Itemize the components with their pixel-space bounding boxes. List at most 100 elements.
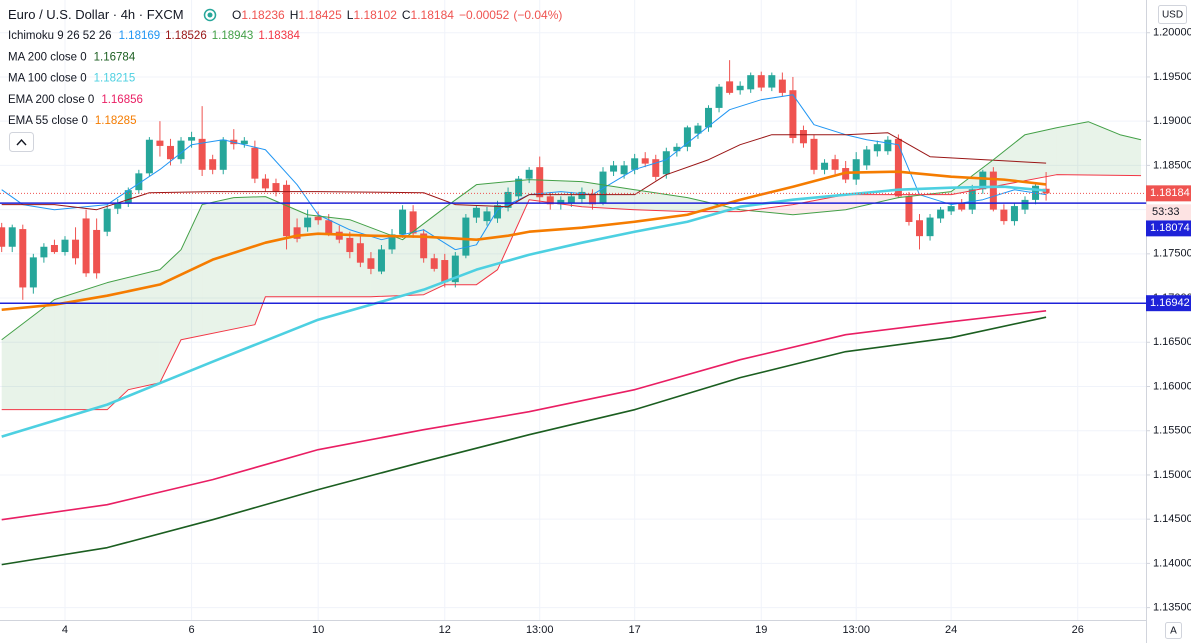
- market-status-icon: [203, 8, 217, 22]
- candle-body: [525, 169, 533, 179]
- cloud-fill: [1024, 127, 1057, 181]
- candle-body: [377, 249, 385, 272]
- indicator-legend: MA 200 close 0 1.16784: [8, 51, 136, 63]
- indicator-value: 1.18384: [258, 30, 300, 42]
- candle-body: [567, 196, 575, 203]
- candle-body: [261, 178, 269, 189]
- candle-body: [504, 191, 512, 208]
- horizontal-lines: [0, 192, 1146, 304]
- ohlc-value: 1.18184: [411, 8, 455, 22]
- candle-body: [367, 258, 375, 269]
- candle-body: [19, 229, 27, 288]
- candle-body: [356, 243, 364, 263]
- indicator-value: 1.18215: [94, 73, 136, 85]
- candle-body: [757, 75, 765, 88]
- candle-body: [937, 209, 945, 219]
- axes: 4 6 10 12 13:00 17 19 13:00 24 26 1.13500 1.14000 1.…: [62, 27, 1191, 636]
- candle-body: [515, 178, 523, 197]
- candle-body: [673, 146, 681, 152]
- candle-body: [810, 138, 818, 170]
- candle-body: [768, 75, 776, 88]
- x-tick-label: 17: [629, 624, 641, 636]
- candle-body: [631, 158, 639, 170]
- candle-body: [219, 139, 227, 170]
- time-axis-bg: [0, 620, 1146, 643]
- x-tick-label: 19: [755, 624, 767, 636]
- ohlc-readout: O1.18236 H1.18425 L1.18102 C1.18184 −0.00052…: [232, 8, 562, 22]
- indicator-lines: [1, 94, 1142, 566]
- candle-body: [599, 171, 607, 203]
- candle-body: [778, 79, 786, 93]
- collapse-legend-button[interactable]: [9, 132, 34, 152]
- ohlc-key: H: [290, 8, 299, 22]
- candle-body: [926, 217, 934, 237]
- cloud-fill: [107, 277, 129, 410]
- candle-body: [494, 205, 502, 219]
- candle-body: [662, 151, 670, 175]
- indicator-line: [1, 132, 1047, 211]
- candle-body: [304, 217, 312, 228]
- candle-body: [620, 165, 628, 175]
- candle-body: [821, 162, 829, 170]
- indicator-legend: EMA 55 close 0 1.18285: [8, 115, 136, 127]
- cloud-fill: [128, 269, 160, 390]
- currency-label: USD: [1162, 10, 1183, 21]
- candle-body: [0, 227, 6, 247]
- scale-mode-button[interactable]: [1165, 622, 1182, 639]
- indicator-line: [1, 94, 1047, 251]
- ohlc-value: 1.18425: [298, 8, 342, 22]
- candle-body: [799, 130, 807, 144]
- horizontal-line-label: 1.18074: [1150, 222, 1190, 234]
- cloud-fill: [740, 204, 793, 215]
- candle-body: [72, 239, 80, 259]
- ohlc-key: O: [232, 8, 241, 22]
- candle-body: [536, 167, 544, 198]
- candle-body: [747, 75, 755, 90]
- candle-body: [958, 202, 966, 210]
- candle-body: [314, 216, 322, 221]
- candle-body: [715, 86, 723, 108]
- countdown-bg: [1146, 204, 1191, 221]
- y-tick-label: 1.19500: [1153, 71, 1191, 83]
- candle-body: [947, 206, 955, 212]
- candle-body: [789, 90, 797, 138]
- candle-body: [177, 140, 185, 160]
- candle-body: [1010, 206, 1018, 222]
- candle-body: [61, 239, 69, 253]
- candle-body: [135, 173, 143, 191]
- cloud-fill: [1119, 134, 1142, 176]
- candle-body: [968, 189, 976, 210]
- candle-body: [694, 125, 702, 134]
- y-tick-label: 1.17500: [1153, 248, 1191, 260]
- y-tick-label: 1.13500: [1153, 602, 1191, 614]
- indicator-value: 1.18285: [95, 115, 137, 127]
- y-tick-label: 1.16000: [1153, 380, 1191, 392]
- indicator-line: [1, 121, 1142, 341]
- indicator-value: 1.16856: [101, 94, 143, 106]
- candle-body: [873, 144, 881, 152]
- candle-body: [209, 159, 217, 170]
- candle-body: [8, 227, 16, 247]
- candle-body: [40, 246, 48, 258]
- price-axis-bg: [1146, 0, 1191, 643]
- candle-body: [240, 140, 248, 145]
- horizontal-line-label: 1.16942: [1150, 297, 1190, 309]
- candle-body: [1021, 199, 1029, 210]
- currency-button[interactable]: [1158, 5, 1187, 24]
- candle-body: [388, 234, 396, 250]
- indicator-legend: EMA 200 close 0 1.16856: [8, 94, 143, 106]
- chart-title: Euro / U.S. Dollar · 4h · FXCM: [8, 7, 184, 22]
- indicator-legend: Ichimoku 9 26 52 26 1.18169 1.18526 1.18943…: [8, 30, 300, 42]
- x-tick-label: 13:00: [842, 624, 870, 636]
- indicator-name: MA 100 close 0: [8, 73, 87, 85]
- change-percent: (−0.04%): [513, 8, 562, 22]
- indicator-line: [1, 185, 1047, 438]
- cloud-fill: [1056, 121, 1089, 176]
- candle-body: [641, 158, 649, 164]
- candle-body: [124, 190, 132, 203]
- indicator-name: MA 200 close 0: [8, 51, 87, 63]
- candle-body: [82, 218, 90, 274]
- candles: [0, 60, 1050, 300]
